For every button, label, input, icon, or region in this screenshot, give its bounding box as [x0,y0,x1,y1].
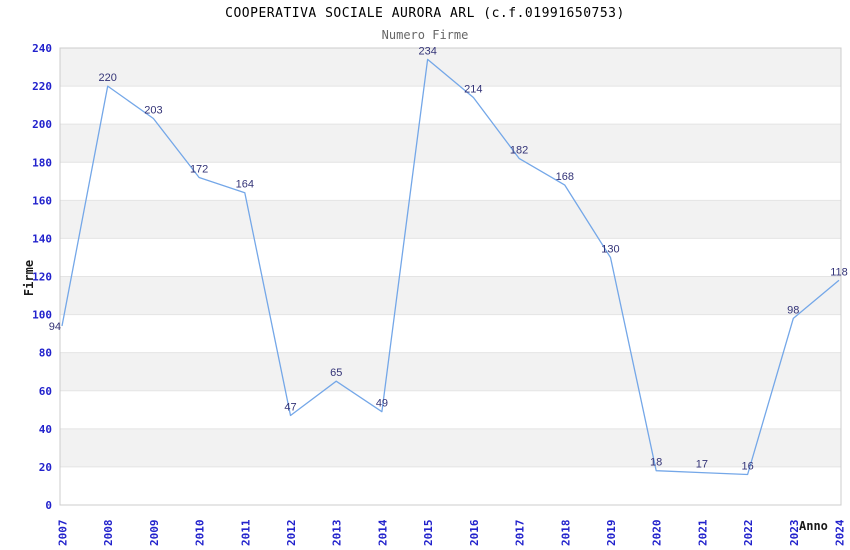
y-tick-label: 160 [32,194,52,207]
y-tick-label: 200 [32,118,52,131]
data-point-label: 168 [556,171,574,183]
grid-band [60,200,841,239]
data-point-label: 118 [830,266,848,278]
y-tick-label: 60 [39,385,52,398]
x-tick-label: 2024 [834,519,847,546]
data-point-label: 214 [464,84,482,96]
data-point-label: 130 [601,243,619,255]
data-point-label: 94 [49,321,61,333]
plot-border [59,47,842,506]
y-tick-label: 120 [32,271,52,284]
y-tick-label: 20 [39,461,52,474]
y-tick-label: 0 [45,499,52,512]
x-tick-label: 2009 [148,520,161,547]
data-point-label: 18 [650,457,662,469]
data-point-label: 203 [144,104,162,116]
data-point-label: 220 [99,72,117,84]
x-tick-label: 2011 [239,519,252,546]
y-tick-label: 80 [39,347,52,360]
grid-band [60,352,841,391]
x-tick-label: 2015 [422,520,435,547]
data-point-label: 98 [787,304,799,316]
x-tick-label: 2017 [514,520,527,547]
data-point-label: 65 [330,367,342,379]
data-point-label: 17 [696,459,708,471]
x-tick-label: 2007 [57,520,70,547]
data-point-label: 47 [284,402,296,414]
data-point-label: 172 [190,163,208,175]
data-point-label: 16 [741,461,753,473]
x-tick-label: 2008 [102,520,115,547]
y-tick-label: 180 [32,156,52,169]
data-point-label: 164 [236,179,254,191]
x-tick-label: 2020 [651,520,664,547]
x-tick-label: 2010 [194,520,207,547]
x-tick-label: 2021 [696,519,709,546]
x-tick-label: 2014 [376,519,389,546]
x-tick-label: 2012 [285,520,298,547]
y-tick-label: 240 [32,42,52,55]
x-tick-label: 2022 [742,520,755,547]
x-tick-label: 2018 [559,520,572,547]
y-tick-label: 220 [32,80,52,93]
y-tick-label: 40 [39,423,52,436]
y-tick-label: 100 [32,309,52,322]
chart-subtitle: Numero Firme [381,28,469,42]
x-tick-label: 2019 [605,520,618,547]
grid-band [60,48,841,87]
x-tick-label: 2023 [788,520,801,547]
chart-title: COOPERATIVA SOCIALE AURORA ARL (c.f.0199… [225,6,625,21]
data-line [61,58,840,476]
data-point-label: 49 [376,398,388,410]
grid-band [60,124,841,163]
x-tick-label: 2013 [331,520,344,547]
grid-band [60,428,841,467]
y-tick-label: 140 [32,232,52,245]
x-tick-label: 2016 [468,519,481,546]
data-point-label: 182 [510,144,528,156]
grid-band [60,276,841,315]
x-axis-title: Anno [799,519,828,533]
y-axis-title: Firme [22,259,36,297]
data-point-label: 234 [418,45,436,57]
